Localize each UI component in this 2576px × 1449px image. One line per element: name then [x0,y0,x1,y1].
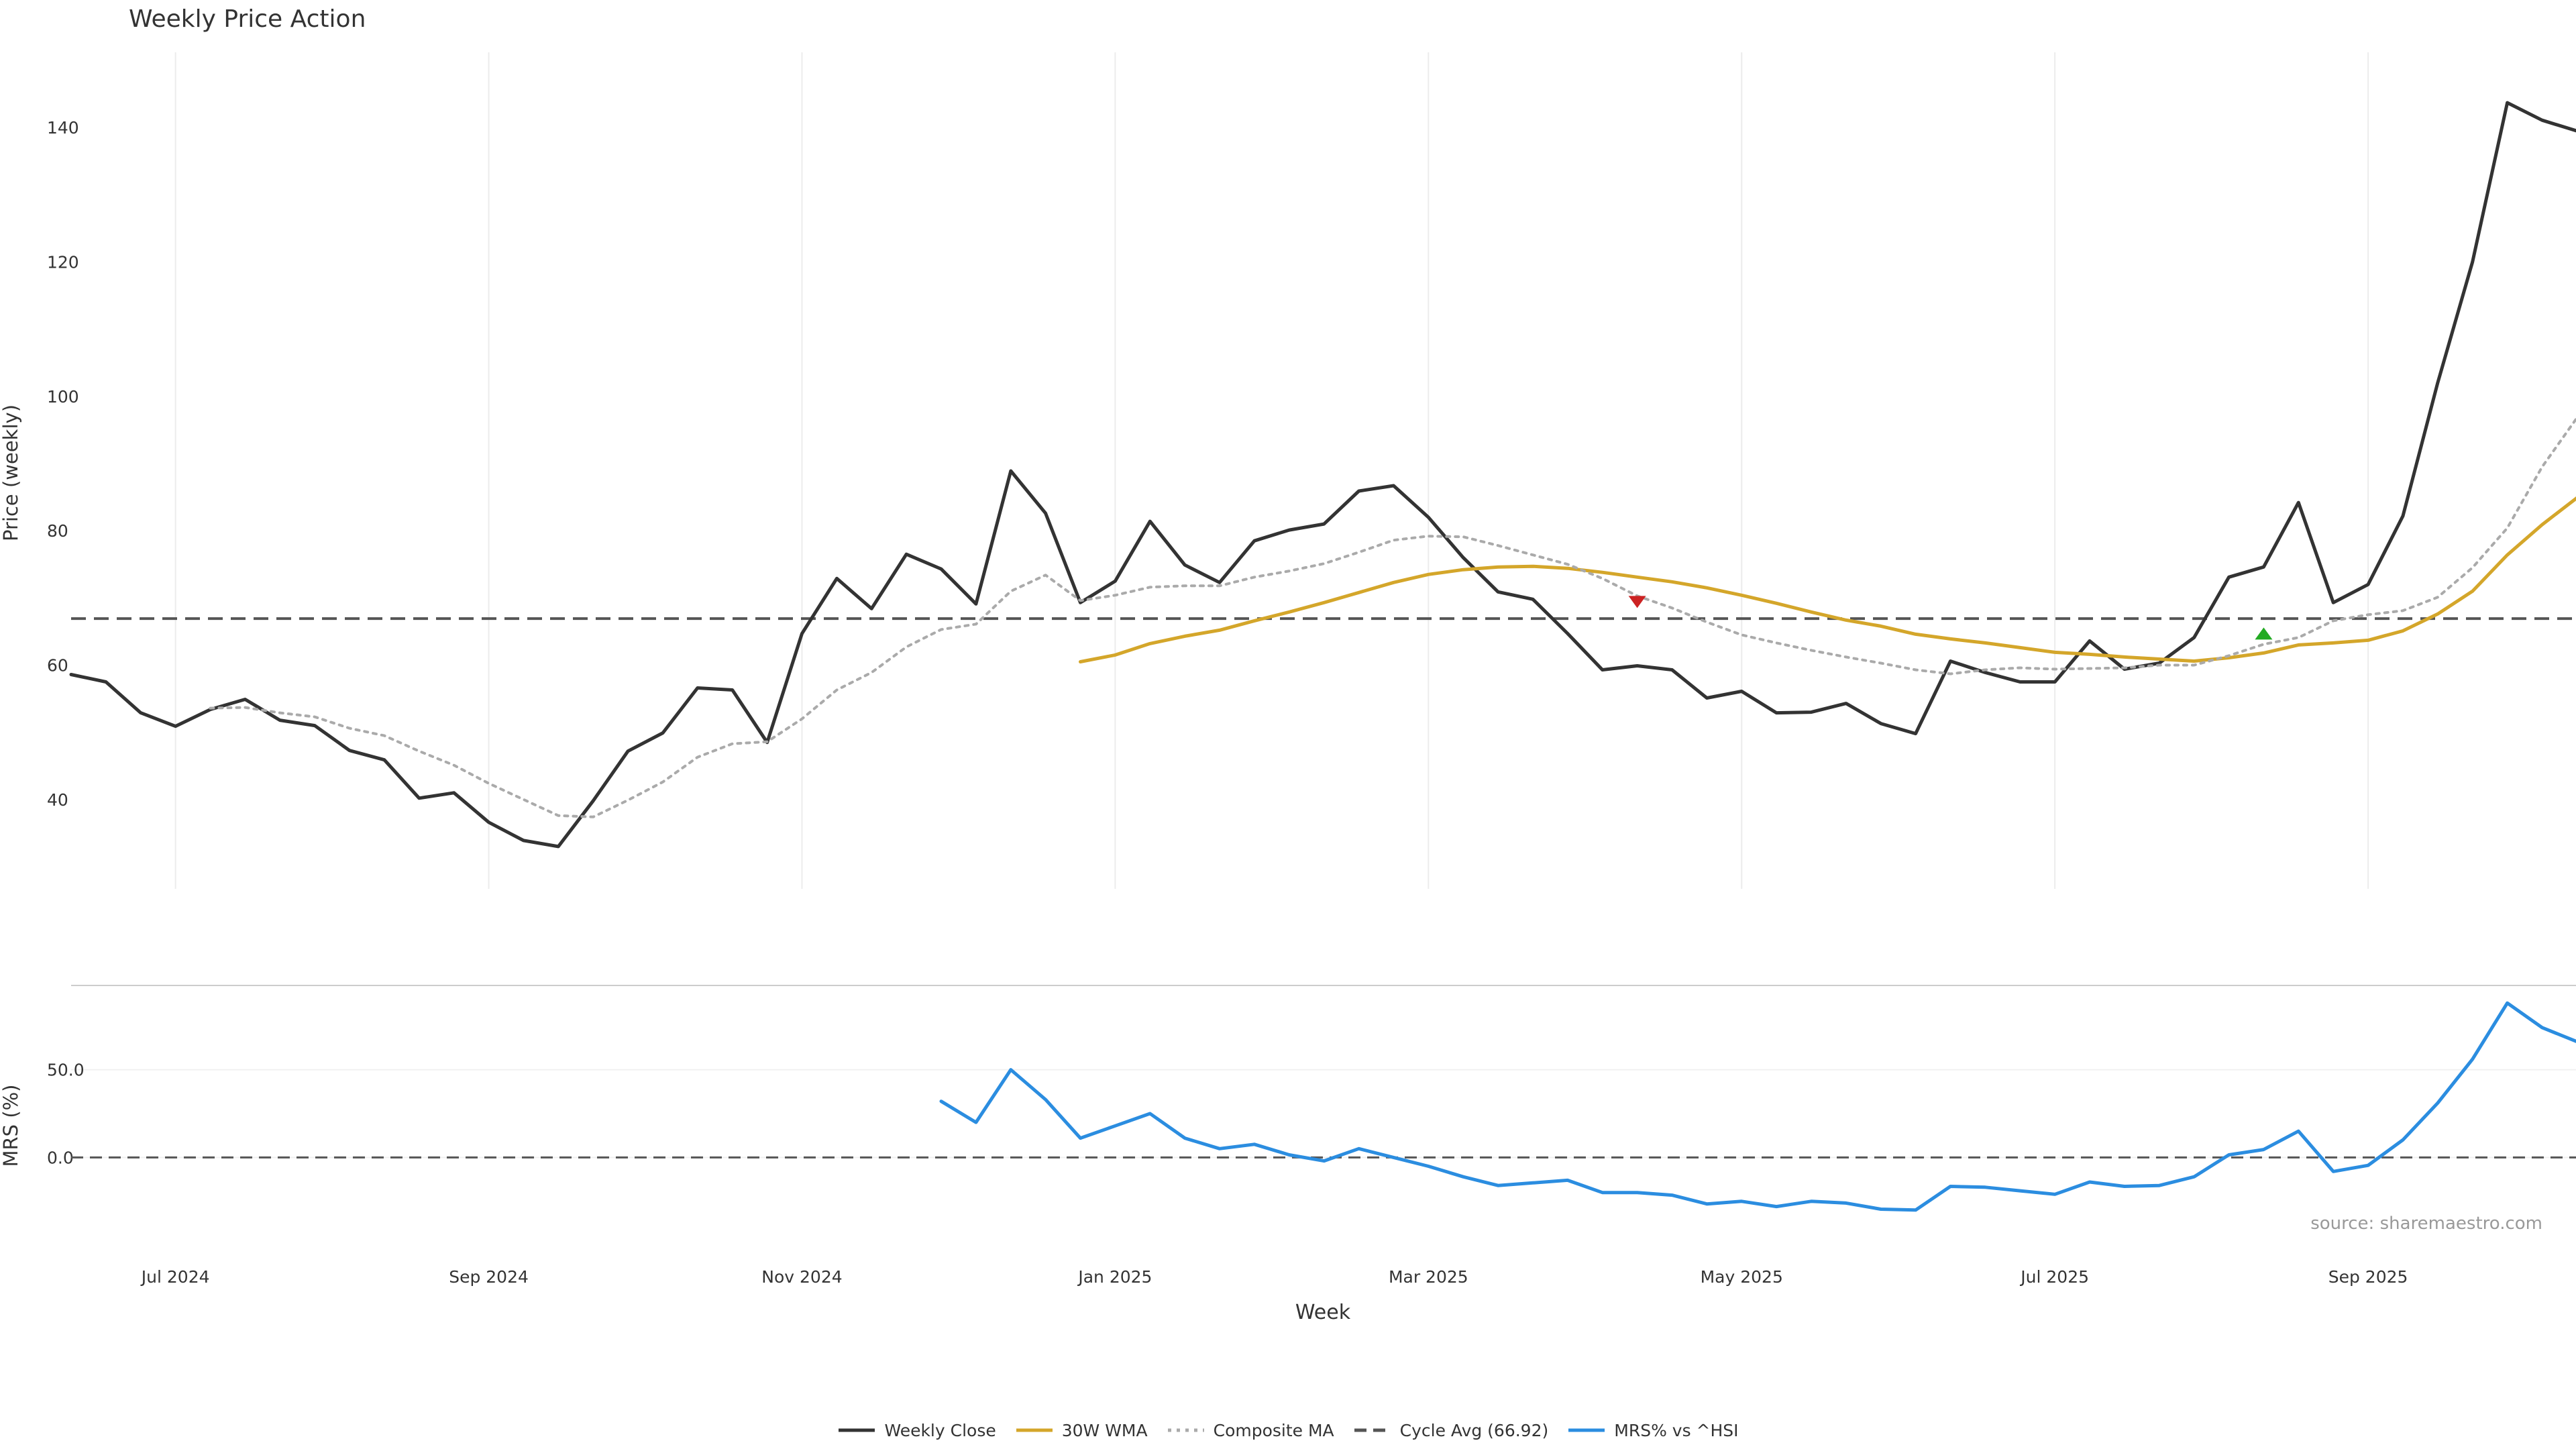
legend-swatch-composite-ma [1167,1426,1205,1435]
legend-label: Weekly Close [884,1420,996,1440]
series-line-30w-wma [1079,496,2576,663]
price-panel: 40 60 80 100 120 140 Price (weekly) [0,52,2576,889]
y-tick-label: 120 [47,253,79,272]
legend-item-30w-wma: 30W WMA [1015,1421,1148,1440]
sell-signal-marker [1628,596,1646,608]
series-line-mrs-vs-hsi [939,1001,2576,1212]
series-line-composite-ma [209,417,2576,818]
price-y-ticks: 40 60 80 100 120 140 [47,118,79,810]
legend-swatch-cycle-avg-66-92 [1353,1426,1392,1435]
legend-label: 30W WMA [1061,1420,1148,1440]
legend-item-composite-ma: Composite MA [1167,1421,1334,1440]
x-axis-label: Week [1295,1301,1351,1324]
mrs-panel: 0.0 50.0 MRS (%) source: sharemaestro.com [0,1001,2576,1234]
legend-item-cycle-avg-66-92: Cycle Avg (66.92) [1353,1420,1549,1440]
buy-signal-marker [2255,627,2273,640]
chart-title: Weekly Price Action [129,5,366,33]
x-tick-label: Nov 2024 [761,1267,842,1287]
x-tick-label: Sep 2025 [2328,1267,2408,1287]
x-tick-label: May 2025 [1701,1267,1783,1287]
y-tick-label: 60 [47,655,68,675]
price-x-gridlines [174,52,2369,889]
y-tick-label: 0.0 [47,1148,74,1167]
y-tick-label: 50.0 [47,1061,85,1080]
x-tick-label: Jul 2024 [140,1267,210,1287]
mrs-series [939,1001,2576,1212]
legend: Weekly Close 30W WMA Composite MA Cycle Avg… [0,1417,2576,1444]
y-tick-label: 100 [47,387,79,407]
x-tick-label: Sep 2024 [449,1267,529,1287]
x-tick-label: Jan 2025 [1077,1267,1152,1287]
legend-label: MRS% vs ^HSI [1614,1420,1739,1440]
series-line-weekly-close [69,101,2576,849]
legend-item-mrs-vs-hsi: MRS% vs ^HSI [1567,1420,1739,1440]
price-markers [1628,596,2273,640]
x-tick-label: Mar 2025 [1389,1267,1468,1287]
legend-swatch-mrs-vs-hsi [1567,1426,1606,1435]
source-note: source: sharemaestro.com [2310,1214,2542,1234]
legend-label: Composite MA [1213,1420,1334,1440]
mrs-y-ticks: 0.0 50.0 [47,1061,2576,1167]
legend-swatch-weekly-close [837,1426,876,1435]
legend-swatch-30w-wma [1015,1426,1054,1435]
y-tick-label: 80 [47,521,68,541]
x-tick-label: Jul 2025 [2019,1267,2089,1287]
mrs-y-axis-label: MRS (%) [0,1085,22,1167]
legend-label: Cycle Avg (66.92) [1399,1420,1549,1440]
y-tick-label: 140 [47,118,79,138]
x-axis: Jul 2024 Sep 2024 Nov 2024 Jan 2025 Mar 2025… [140,1267,2408,1287]
price-y-axis-label: Price (weekly) [0,405,22,541]
legend-item-weekly-close: Weekly Close [837,1421,996,1440]
y-tick-label: 40 [47,790,68,810]
price-series [69,101,2576,849]
